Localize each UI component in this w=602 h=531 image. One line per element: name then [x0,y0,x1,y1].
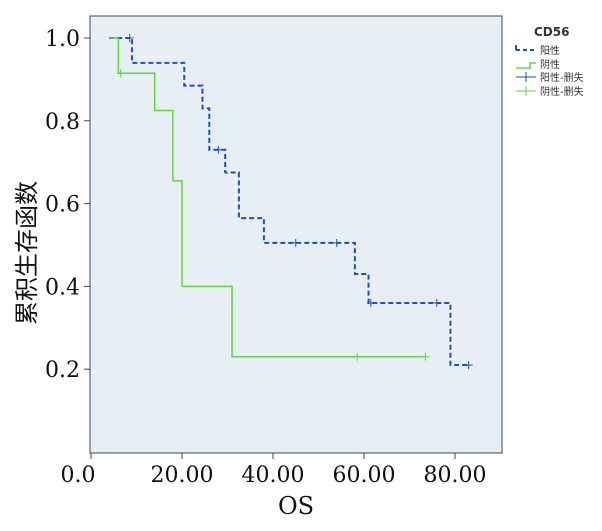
series-negative [109,37,430,361]
x-tick-label: 80.00 [424,463,487,488]
y-tick-label: 0.2 [45,358,80,383]
x-axis-ticks: 0.0 20.00 40.00 60.00 80.00 [61,453,487,488]
censor-mark [464,361,473,370]
censor-mark [214,145,223,154]
series-line [109,37,426,358]
legend-label-positive: 阳性 [540,44,560,57]
legend-item-positive: 阳性 [515,44,560,57]
censor-mark [432,298,441,307]
legend-title: CD56 [534,25,569,39]
series-positive [109,34,473,370]
legend-label-positive-censored: 阳性-删失 [540,71,584,84]
plot-area [89,15,503,454]
censor-mark [421,352,430,361]
y-tick-label: 0.6 [45,193,80,218]
censor-mark [116,69,125,78]
y-axis-title: 累积生存函数 [13,181,41,325]
censor-mark [125,34,134,42]
x-axis-title: OS [278,492,314,520]
legend-label-negative-censored: 阴性-删失 [540,85,584,98]
x-tick-label: 60.00 [333,463,396,488]
series-line [109,37,469,367]
y-axis-ticks: 0.2 0.4 0.6 0.8 1.0 [45,27,90,383]
y-tick-label: 0.8 [45,110,80,135]
y-tick-label: 0.4 [45,275,80,300]
censor-mark [366,298,375,307]
legend-item-negative-censored: 阴性-删失 [516,85,584,98]
legend-swatch-negative [516,62,536,69]
legend-item-positive-censored: 阳性-删失 [516,71,584,84]
censor-mark [291,238,300,247]
legend: CD56 阳性 阴性 阳性-删失 阴性-删失 [515,25,584,98]
x-tick-label: 20.00 [151,463,214,488]
legend-item-negative: 阴性 [516,58,560,71]
censor-mark [332,238,341,247]
legend-label-negative: 阴性 [540,58,560,71]
y-tick-label: 1.0 [45,27,80,52]
censor-mark [353,352,362,361]
x-tick-label: 40.00 [242,463,305,488]
series-layer [109,34,473,370]
x-tick-label: 0.0 [61,463,96,488]
